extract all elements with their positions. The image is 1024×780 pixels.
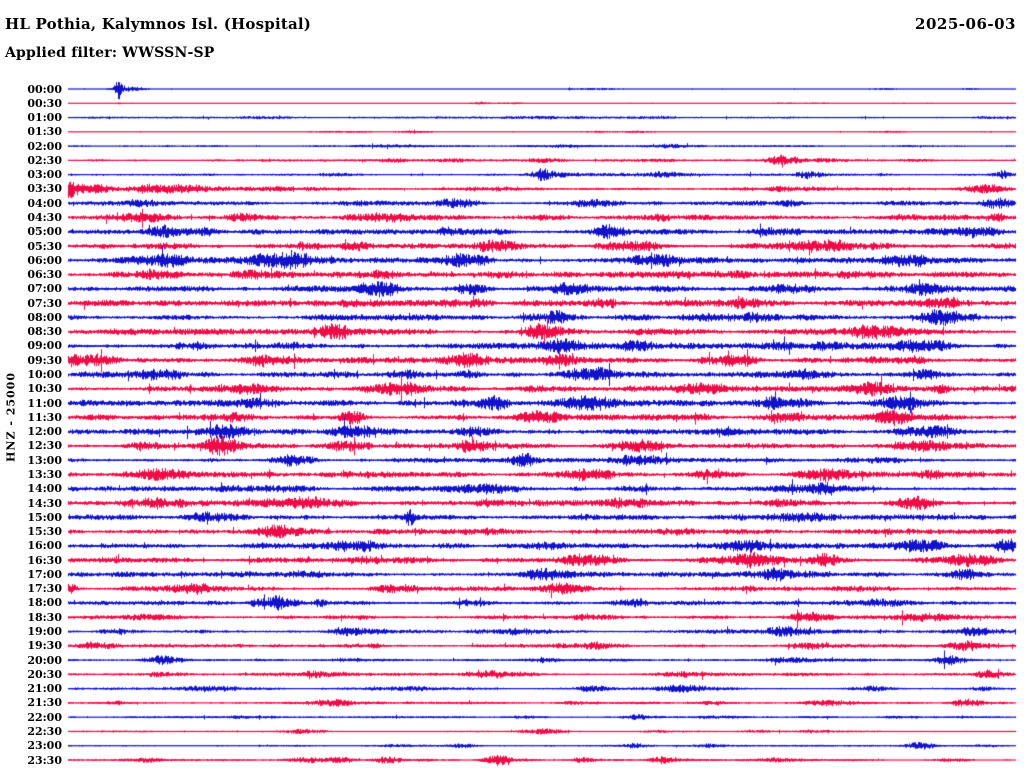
- seismogram-traces: [0, 0, 1024, 780]
- helicorder-page: HL Pothia, Kalymnos Isl. (Hospital) 2025…: [0, 0, 1024, 780]
